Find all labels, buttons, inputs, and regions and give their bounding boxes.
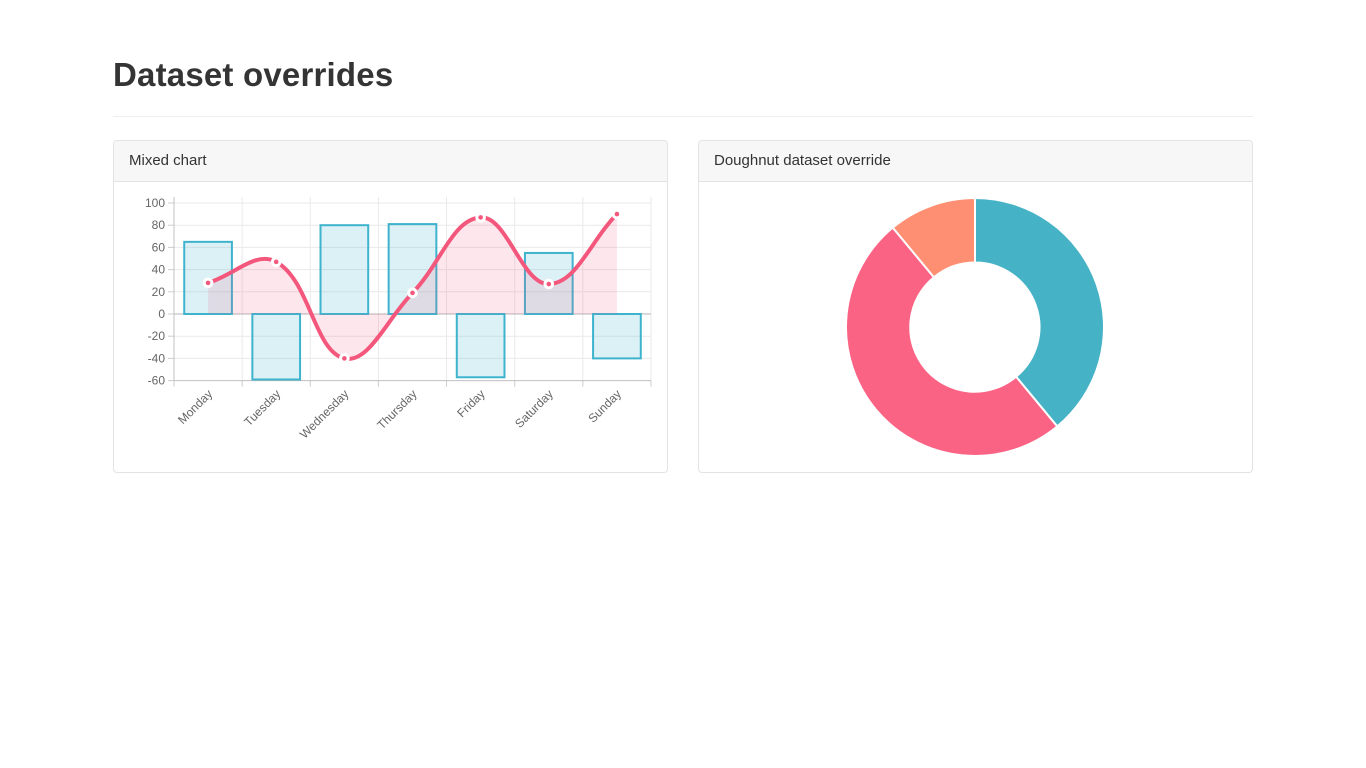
doughnut-chart-card-header: Doughnut dataset override [699, 141, 1252, 182]
svg-text:Friday: Friday [454, 387, 487, 420]
content-container: Dataset overrides Mixed chart 100 80 60 40 2… [113, 0, 1253, 473]
svg-text:Monday: Monday [175, 387, 215, 427]
mixed-chart-card-title: Mixed chart [129, 152, 207, 169]
title-divider [113, 116, 1253, 117]
page-title: Dataset overrides [113, 56, 394, 93]
doughnut-chart-card: Doughnut dataset override [698, 140, 1253, 473]
svg-text:Sunday: Sunday [585, 387, 624, 426]
mixed-chart-card-header: Mixed chart [114, 141, 667, 182]
doughnut-chart-canvas[interactable] [699, 182, 1252, 472]
mixed-chart-card-body: 100 80 60 40 20 0 -20 -40 -60 Monday Tuesday Wednes… [114, 182, 667, 472]
svg-text:-20: -20 [148, 329, 166, 343]
svg-text:20: 20 [152, 285, 166, 299]
svg-text:Saturday: Saturday [512, 387, 556, 431]
svg-text:Tuesday: Tuesday [241, 387, 283, 429]
charts-row: Mixed chart 100 80 60 40 20 0 -20 -40 -60 Monday T… [113, 140, 1253, 473]
svg-text:60: 60 [152, 240, 166, 254]
svg-text:Thursday: Thursday [374, 387, 419, 432]
svg-text:80: 80 [152, 218, 166, 232]
svg-text:40: 40 [152, 263, 166, 277]
svg-text:-60: -60 [148, 374, 166, 388]
svg-text:100: 100 [145, 196, 165, 210]
mixed-chart-card: Mixed chart 100 80 60 40 20 0 -20 -40 -60 Monday T… [113, 140, 668, 473]
doughnut-chart-card-title: Doughnut dataset override [714, 152, 891, 169]
svg-text:-40: -40 [148, 351, 166, 365]
svg-text:Wednesday: Wednesday [297, 387, 352, 442]
mixed-chart-canvas[interactable]: 100 80 60 40 20 0 -20 -40 -60 Monday Tuesday Wednes… [114, 182, 667, 472]
svg-text:0: 0 [158, 307, 165, 321]
doughnut-chart-card-body [699, 182, 1252, 472]
